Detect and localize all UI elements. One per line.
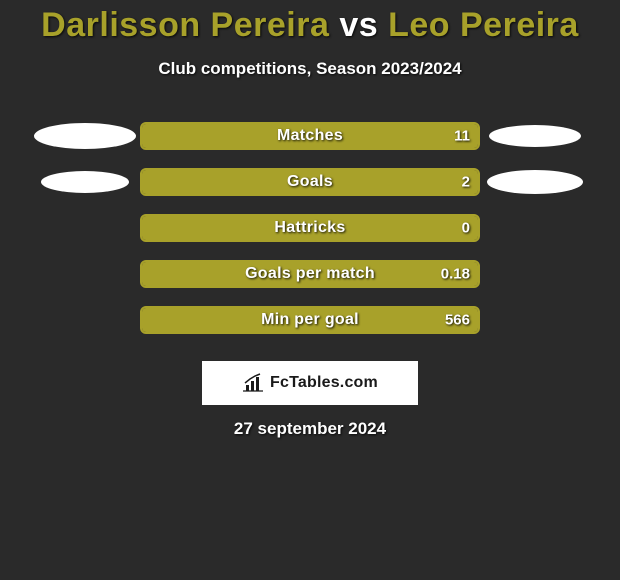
vs-label: vs	[339, 6, 378, 44]
stat-label: Min per goal	[142, 311, 478, 329]
stat-bar: Goals per match0.18	[140, 260, 480, 288]
left-marker-slot	[30, 171, 140, 193]
left-marker-slot	[30, 123, 140, 149]
stat-value: 0.18	[441, 266, 470, 283]
stat-bar: Hattricks0	[140, 214, 480, 242]
chart-icon	[242, 373, 264, 393]
right-marker-slot	[480, 170, 590, 194]
player-a-marker	[41, 171, 129, 193]
stat-label: Hattricks	[142, 219, 478, 237]
stat-row: Hattricks0	[0, 205, 620, 251]
stat-value: 566	[445, 312, 470, 329]
brand-box: FcTables.com	[202, 361, 418, 405]
stat-label: Goals	[142, 173, 478, 191]
stat-label: Matches	[142, 127, 478, 145]
stat-row: Goals2	[0, 159, 620, 205]
stat-value: 2	[462, 174, 470, 191]
date-text: 27 september 2024	[0, 419, 620, 439]
stat-value: 0	[462, 220, 470, 237]
player-b-marker	[487, 170, 583, 194]
page-title: Darlisson Pereira vs Leo Pereira	[0, 6, 620, 45]
stat-label: Goals per match	[142, 265, 478, 283]
stats-list: Matches11 Goals2 Hattricks0 Goals per match…	[0, 113, 620, 343]
subtitle: Club competitions, Season 2023/2024	[0, 59, 620, 79]
comparison-card: Darlisson Pereira vs Leo Pereira Club co…	[0, 0, 620, 439]
stat-bar: Min per goal566	[140, 306, 480, 334]
brand-text: FcTables.com	[270, 374, 378, 392]
right-marker-slot	[480, 125, 590, 147]
stat-row: Goals per match0.18	[0, 251, 620, 297]
player-b-marker	[489, 125, 581, 147]
player-a-marker	[34, 123, 136, 149]
player-b-name: Leo Pereira	[388, 6, 579, 44]
stat-value: 11	[454, 128, 470, 145]
stat-bar: Goals2	[140, 168, 480, 196]
stat-row: Min per goal566	[0, 297, 620, 343]
player-a-name: Darlisson Pereira	[41, 6, 329, 44]
stat-bar: Matches11	[140, 122, 480, 150]
stat-row: Matches11	[0, 113, 620, 159]
